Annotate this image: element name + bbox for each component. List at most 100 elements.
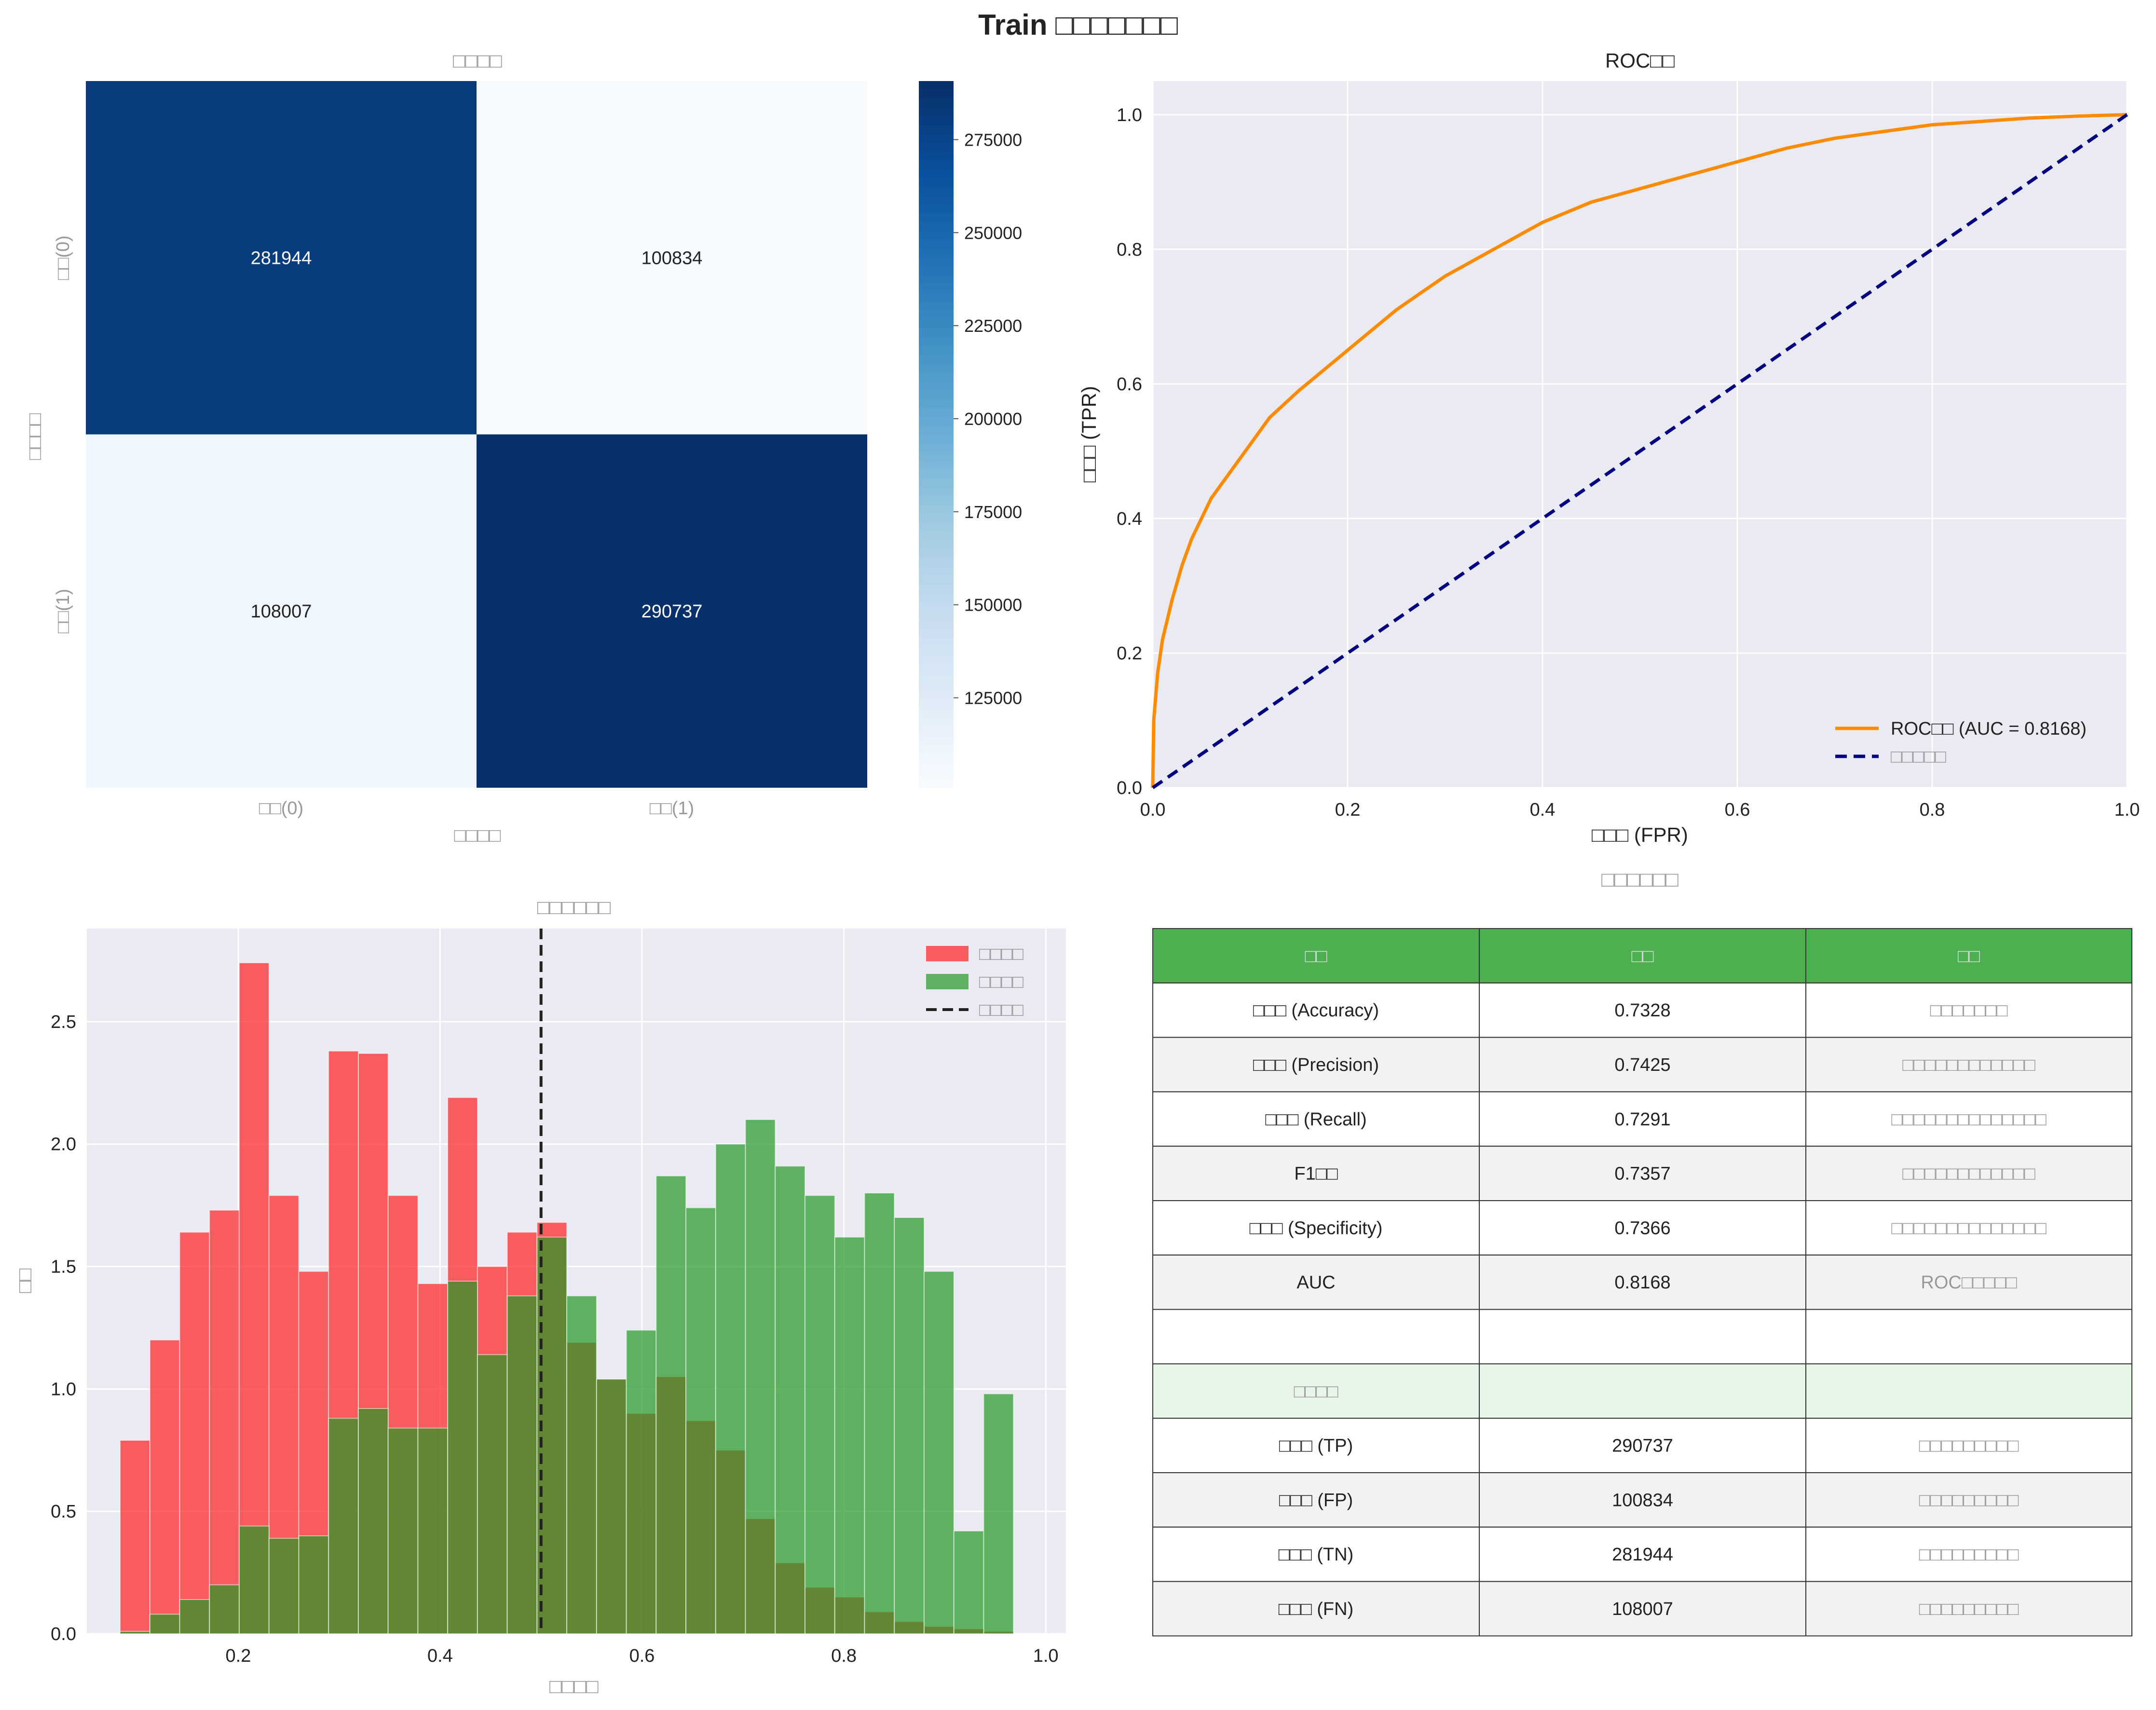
colorbar-segment: [919, 540, 954, 550]
colorbar-segment: [919, 602, 954, 612]
colorbar-segment: [919, 743, 954, 753]
table-cell: [1479, 1526, 1806, 1582]
positive-hist-bar: [506, 1295, 538, 1634]
roc-y-tick-label: 0.2: [1117, 643, 1142, 664]
colorbar-tick-label: 200000: [964, 409, 1022, 429]
positive-hist-bar: [953, 1530, 984, 1635]
colorbar-segment: [919, 496, 954, 506]
colorbar-segment: [919, 222, 954, 232]
table-cell-label: 0.8168: [1614, 1272, 1670, 1293]
table-cell-label: 0.7291: [1614, 1109, 1670, 1130]
table-cell-label: □□□□□□□□□: [1919, 1436, 2019, 1456]
hist-y-tick-label: 2.0: [51, 1135, 76, 1155]
colorbar-segment: [919, 390, 954, 400]
hist-legend-label: □□□□: [979, 944, 1023, 964]
colorbar-segment: [919, 735, 954, 744]
colorbar-segment: [919, 408, 954, 417]
hist-x-tick-label: 0.4: [427, 1646, 453, 1666]
cm-title: □□□□: [453, 49, 502, 72]
table-cell-label: □□□□□□□□□: [1919, 1599, 2019, 1619]
positive-hist-bar: [417, 1427, 449, 1634]
colorbar-segment: [919, 107, 954, 117]
colorbar-segment: [919, 505, 954, 515]
negative-hist-bar: [239, 962, 270, 1634]
cm-cell: [86, 434, 477, 788]
colorbar-segment: [919, 231, 954, 241]
positive-hist-bar: [923, 1271, 955, 1634]
table-cell-label: 290737: [1612, 1436, 1673, 1456]
colorbar-segment: [919, 664, 954, 673]
negative-hist-bar: [149, 1339, 180, 1634]
table-cell: [1152, 1363, 1480, 1419]
table-cell-label: □□□ (Precision): [1253, 1055, 1379, 1075]
colorbar-segment: [919, 620, 954, 629]
colorbar-segment: [919, 708, 954, 718]
positive-hist-bar: [268, 1538, 300, 1634]
hist-x-tick-label: 0.6: [629, 1646, 655, 1666]
cm-cell-label: 100834: [641, 248, 703, 268]
table-cell: [1805, 1146, 2132, 1201]
colorbar-segment: [919, 434, 954, 444]
colorbar-segment: [919, 655, 954, 665]
table-cell-label: ROC□□□□□: [1921, 1272, 2017, 1293]
positive-hist-bar: [685, 1207, 716, 1634]
colorbar-segment: [919, 355, 954, 364]
table-header-cell: [1152, 928, 1480, 984]
table-cell: [1479, 982, 1806, 1038]
colorbar-segment: [919, 522, 954, 532]
table-cell: [1479, 1581, 1806, 1637]
table-cell: [1479, 1146, 1806, 1201]
positive-hist-bar: [805, 1195, 835, 1634]
negative-hist-bar: [209, 1209, 240, 1634]
hist-ylabel: □□: [13, 1268, 36, 1293]
colorbar-segment: [919, 196, 954, 205]
colorbar-segment: [919, 258, 954, 267]
roc-legend-label: □□□□□: [1891, 747, 1946, 767]
table-cell-label: 100834: [1612, 1490, 1673, 1510]
hist-y-tick-label: 2.5: [51, 1012, 76, 1032]
table-cell: [1152, 1146, 1480, 1201]
positive-hist-bar: [775, 1165, 806, 1634]
table-cell-label: 281944: [1612, 1545, 1673, 1565]
colorbar-tick-label: 150000: [964, 595, 1022, 615]
hist-y-tick-label: 0.0: [51, 1624, 76, 1644]
colorbar-segment: [919, 328, 954, 338]
colorbar-segment: [919, 531, 954, 541]
positive-hist-bar: [477, 1354, 508, 1635]
cm-xlabel: □□□□: [454, 825, 501, 846]
colorbar-segment: [919, 90, 954, 99]
table-cell-label: 0.7328: [1614, 1000, 1670, 1021]
table-cell-label: □□□ (FN): [1279, 1599, 1353, 1619]
positive-hist-bar: [387, 1427, 419, 1634]
roc-x-tick-label: 0.4: [1530, 800, 1556, 820]
colorbar-segment: [919, 752, 954, 762]
table-cell-label: □□□ (Accuracy): [1253, 1000, 1379, 1021]
table-cell-label: □□□□□□□□□: [1919, 1545, 2019, 1565]
colorbar-segment: [919, 443, 954, 453]
positive-hist-bar: [328, 1418, 359, 1635]
positive-hist-bar: [209, 1584, 240, 1634]
table-cell-label: □□□ (Specificity): [1250, 1218, 1383, 1238]
table-cell-label: □□□ (FP): [1279, 1490, 1353, 1510]
colorbar-segment: [919, 187, 954, 197]
positive-hist-bar: [745, 1119, 776, 1634]
positive-hist-bar: [864, 1192, 895, 1634]
table-cell-label: □□□ (TP): [1279, 1436, 1353, 1456]
positive-hist-bar: [239, 1525, 270, 1635]
positive-hist-bar: [626, 1329, 657, 1635]
colorbar-segment: [919, 169, 954, 179]
colorbar-segment: [919, 311, 954, 320]
table-cell-label: 0.7425: [1614, 1055, 1670, 1075]
roc-x-tick-label: 0.8: [1920, 800, 1945, 820]
hist-y-tick-label: 1.5: [51, 1257, 76, 1277]
negative-hist-bar: [120, 1439, 150, 1635]
colorbar-segment: [919, 319, 954, 329]
colorbar-segment: [919, 461, 954, 470]
hist-legend-swatch: [926, 974, 969, 989]
hist-xlabel: □□□□: [549, 1675, 599, 1697]
probability-histogram-panel: □□□□□□ 0.2 0.4 0.6 0.8 1.00.00.51.01.52.02.5…: [13, 896, 1066, 1697]
hist-legend-swatch: [926, 946, 969, 961]
cm-cell-label: 281944: [251, 248, 312, 268]
table-cell-label: □□□□□□□□□□□□: [1902, 1055, 2035, 1075]
colorbar-segment: [919, 779, 954, 788]
